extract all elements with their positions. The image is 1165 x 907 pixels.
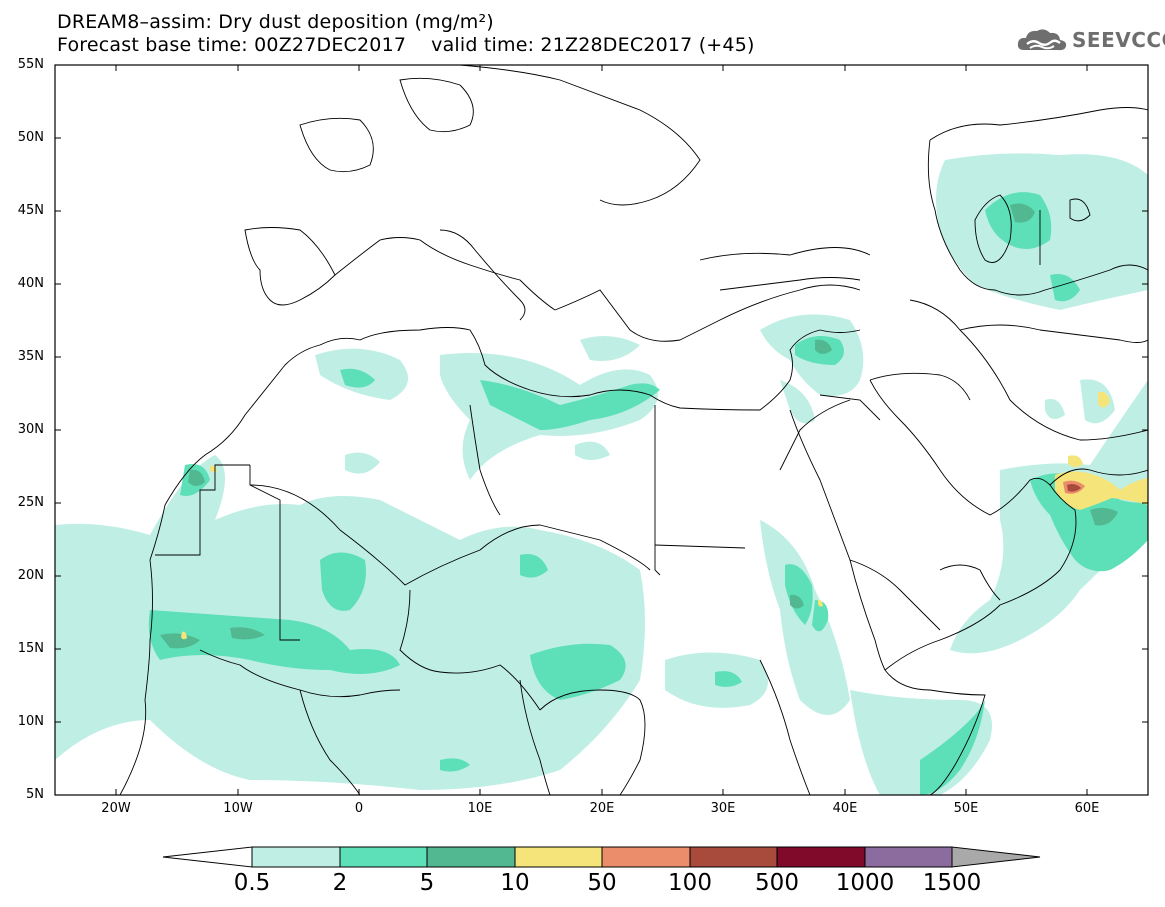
lon-label: 10E	[467, 801, 493, 816]
colorbar-swatch-3	[426, 846, 516, 868]
colorbar-swatch-4	[514, 846, 603, 868]
lat-label: 45N	[17, 203, 44, 218]
lat-label: 35N	[17, 349, 44, 364]
colorbar-label: 500	[755, 870, 799, 896]
axis-ticks	[55, 64, 1148, 795]
logo-text: SEEVCCC	[1072, 28, 1165, 52]
lon-label: 40E	[832, 801, 858, 816]
colorbar-swatch-1	[251, 846, 341, 868]
deposition-level-6	[1067, 484, 1081, 492]
deposition-level-3	[160, 203, 1118, 649]
coastlines-and-borders	[119, 65, 1148, 795]
lon-label: 0	[354, 801, 364, 816]
colorbar-swatch-7	[776, 846, 866, 868]
colorbar-label: 10	[500, 870, 530, 896]
colorbar-label: 5	[419, 870, 435, 896]
colorbar-label: 0.5	[233, 870, 271, 896]
colorbar-right-arrow	[951, 846, 1041, 868]
lon-label: 10W	[223, 801, 253, 816]
lon-label: 20E	[589, 801, 615, 816]
lat-label: 55N	[17, 57, 44, 72]
lat-label: 50N	[17, 130, 44, 145]
colorbar-swatch-2	[339, 846, 428, 868]
lat-label: 15N	[17, 641, 44, 656]
lat-label: 10N	[17, 714, 44, 729]
colorbar-label: 1500	[922, 870, 982, 896]
title-line-1: DREAM8–assim: Dry dust deposition (mg/m²…	[57, 11, 494, 33]
deposition-level-4	[181, 391, 1148, 640]
title-line-2: Forecast base time: 00Z27DEC2017 valid t…	[57, 34, 755, 56]
lat-label: 40N	[17, 276, 44, 291]
lat-label: 5N	[26, 787, 44, 802]
colorbar-swatch-5	[601, 846, 691, 868]
lon-label: 20W	[101, 801, 131, 816]
seevccc-logo: SEEVCCC	[1016, 24, 1165, 56]
colorbar-label: 1000	[835, 870, 895, 896]
lon-label: 50E	[953, 801, 979, 816]
colorbar-label: 100	[668, 870, 712, 896]
lat-label: 20N	[17, 568, 44, 583]
lon-label: 30E	[710, 801, 736, 816]
cloud-icon	[1017, 29, 1067, 51]
colorbar	[162, 846, 1041, 868]
deposition-level-2	[148, 192, 1148, 795]
colorbar-label: 50	[587, 870, 617, 896]
lon-label: 60E	[1074, 801, 1100, 816]
colorbar-label: 2	[332, 870, 348, 896]
colorbar-swatch-8	[864, 846, 953, 868]
lat-label: 30N	[17, 422, 44, 437]
colorbar-swatch-6	[689, 846, 778, 868]
lat-label: 25N	[17, 495, 44, 510]
colorbar-left-arrow	[162, 846, 253, 868]
